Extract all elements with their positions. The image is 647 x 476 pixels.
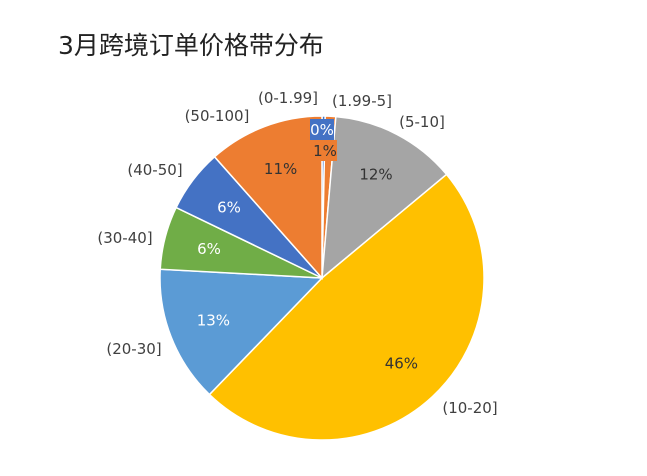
value-label: 13% (197, 312, 230, 330)
pie-slice (208, 173, 485, 441)
category-label: (40-50] (127, 161, 182, 179)
category-label: (5-10] (399, 113, 445, 131)
pie-slices (159, 115, 485, 441)
value-label: 11% (264, 160, 297, 178)
pie-value-labels: 0% 1% 12% 46% 13% 6% 6% 11% (197, 119, 418, 373)
chart-title: 3月跨境订单价格带分布 (58, 31, 324, 60)
value-label: 6% (197, 240, 221, 258)
category-label: (30-40] (97, 229, 152, 247)
category-label: (1.99-5] (332, 92, 392, 110)
pie-category-labels: (0-1.99] (1.99-5] (5-10] (10-20] (20-30] (30-… (97, 89, 497, 417)
pie-slice (213, 115, 323, 280)
value-label: 46% (385, 355, 418, 373)
category-label: (50-100] (185, 107, 250, 125)
value-label-box (310, 119, 334, 140)
value-label: 12% (359, 166, 392, 184)
pie-slice (159, 268, 324, 396)
category-label: (0-1.99] (258, 89, 318, 107)
pie-slice (321, 115, 448, 280)
value-label: 1% (313, 142, 337, 160)
value-label: 0% (310, 121, 334, 139)
value-label: 6% (217, 199, 241, 217)
category-label: (10-20] (442, 399, 497, 417)
category-label: (20-30] (106, 340, 161, 358)
value-label-box (313, 140, 337, 161)
